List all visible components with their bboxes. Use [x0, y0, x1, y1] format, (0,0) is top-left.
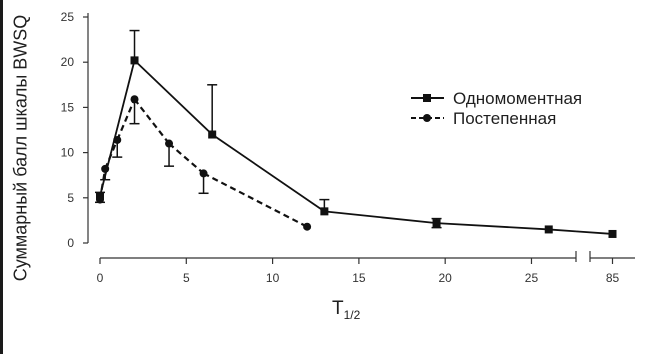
series-line-segment [104, 139, 119, 170]
data-point-square [130, 56, 139, 65]
data-point-circle [113, 135, 122, 144]
series-2 [96, 95, 312, 231]
x-tick-label: 10 [266, 271, 280, 285]
x-axis-label-main: T [332, 298, 344, 319]
series-line-segment [436, 222, 549, 231]
data-point-circle [199, 169, 208, 178]
x-axis-label-sub: 1/2 [343, 308, 361, 322]
x-tick-label: 20 [439, 271, 453, 285]
data-point-circle [101, 164, 110, 173]
frame-left-border [0, 0, 3, 354]
data-point-circle [303, 222, 312, 231]
series-line-segment [116, 98, 136, 141]
data-point-circle [96, 195, 104, 204]
data-point-square [544, 225, 553, 234]
y-tick-label: 25 [61, 10, 75, 24]
series-line-segment [133, 59, 213, 136]
y-tick-label: 0 [67, 236, 74, 250]
series-line-segment [168, 142, 205, 175]
data-point-square [320, 207, 329, 216]
x-tick-label: 85 [606, 271, 620, 285]
x-axis-label: T1/2 [332, 298, 360, 322]
x-tick-label: 0 [97, 271, 104, 285]
series-line-segment [203, 172, 308, 228]
series-1 [95, 29, 617, 238]
y-tick-label: 15 [61, 100, 75, 114]
data-point-square [432, 219, 441, 228]
legend-label: Одномоментная [453, 89, 582, 108]
series-line-segment [548, 228, 577, 233]
data-point-circle [130, 95, 139, 104]
y-tick-label: 20 [61, 55, 75, 69]
x-tick-label: 15 [352, 271, 366, 285]
y-tick-label: 5 [67, 191, 74, 205]
data-point-square [608, 229, 617, 238]
data-point-square [208, 130, 217, 139]
legend-marker-circle [423, 114, 431, 122]
x-tick-label: 25 [525, 271, 539, 285]
y-tick-label: 10 [61, 146, 75, 160]
series-line-segment [98, 168, 107, 200]
legend-label: Постепенная [453, 109, 556, 128]
series-line-segment [133, 98, 170, 145]
data-point-circle [165, 139, 174, 148]
series-line-segment [211, 133, 325, 213]
series-line-segment [575, 230, 613, 235]
legend-marker-square [423, 94, 431, 102]
series-line-segment [324, 210, 437, 225]
x-tick-label: 5 [183, 271, 190, 285]
